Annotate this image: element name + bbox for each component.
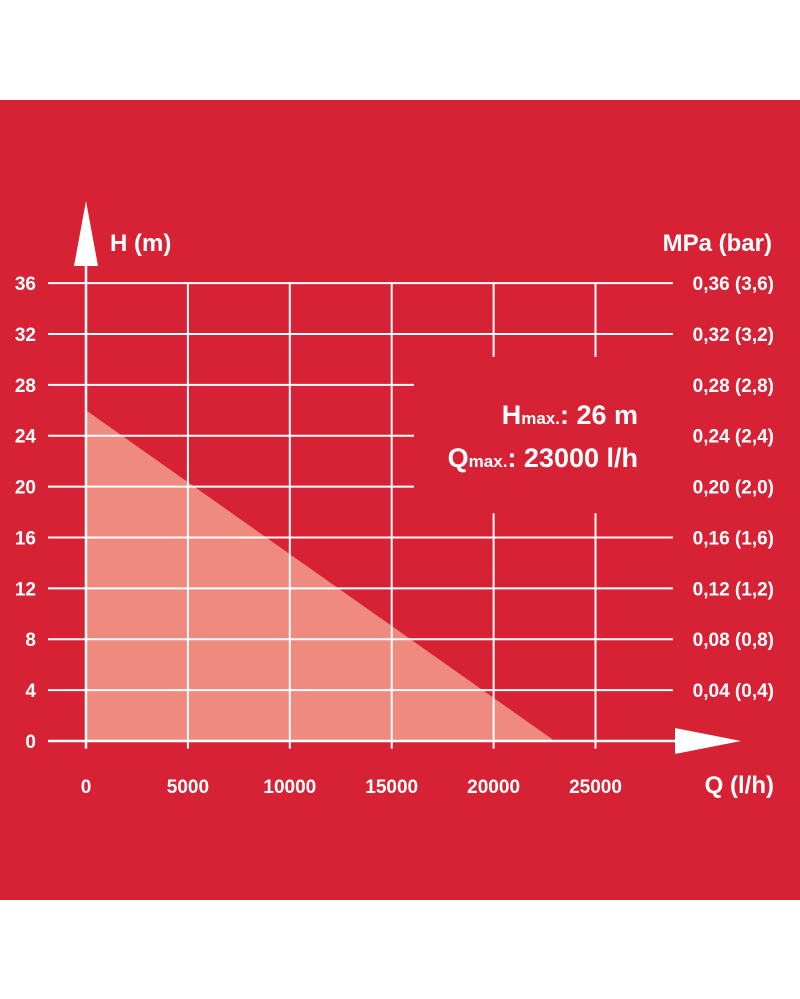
y2-tick-label-8: 0,08 (0,8) <box>693 630 774 651</box>
y2-tick-label-36: 0,36 (3,6) <box>693 274 774 295</box>
x-axis-arrow <box>675 728 741 754</box>
x-tick-label-15000: 15000 <box>365 777 418 798</box>
x-tick-label-0: 0 <box>81 777 92 798</box>
hmax-symbol: H <box>502 400 522 430</box>
hmax-subscript: max. <box>521 409 560 428</box>
y-axis-title: H (m) <box>110 230 171 257</box>
qmax-value: : 23000 l/h <box>507 443 638 473</box>
y-tick-label-36: 36 <box>15 274 36 295</box>
x-tick-label-20000: 20000 <box>467 777 520 798</box>
y-tick-label-8: 8 <box>25 630 36 651</box>
label-layer: 0 4 8 12 16 20 24 28 32 36 0,04 (0,4) 0,08 (0,8) 0,1… <box>15 274 774 798</box>
chart-panel: 0 4 8 12 16 20 24 28 32 36 0,04 (0,4) 0,08 (0,8) 0,1… <box>0 100 800 900</box>
performance-area-0 <box>86 410 555 741</box>
y2-tick-label-24: 0,24 (2,4) <box>693 427 774 448</box>
hmax-value: : 26 m <box>560 400 638 430</box>
y-tick-label-0: 0 <box>25 732 36 753</box>
y-tick-label-32: 32 <box>15 325 36 346</box>
qmax-subscript: max. <box>469 452 508 471</box>
y2-tick-label-4: 0,04 (0,4) <box>693 681 774 702</box>
x-tick-label-25000: 25000 <box>569 777 622 798</box>
axis-layer <box>48 201 741 754</box>
qmax-annotation: Qmax.: 23000 l/h <box>448 443 638 473</box>
y2-axis-title: MPa (bar) <box>663 230 772 257</box>
y2-tick-label-28: 0,28 (2,8) <box>693 376 774 397</box>
y2-tick-label-16: 0,16 (1,6) <box>693 528 774 549</box>
y-tick-label-28: 28 <box>15 376 36 397</box>
area-layer <box>86 410 555 741</box>
y2-tick-label-32: 0,32 (3,2) <box>693 325 774 346</box>
y-tick-label-20: 20 <box>15 478 36 499</box>
y-tick-label-4: 4 <box>25 681 36 702</box>
y-tick-label-12: 12 <box>15 579 36 600</box>
y-tick-label-16: 16 <box>15 528 36 549</box>
x-axis-title: Q (l/h) <box>705 772 774 799</box>
qmax-symbol: Q <box>448 443 469 473</box>
x-tick-label-5000: 5000 <box>167 777 209 798</box>
y2-tick-label-12: 0,12 (1,2) <box>693 579 774 600</box>
y-axis-arrow <box>74 201 98 266</box>
grid-layer <box>48 282 673 749</box>
pump-performance-chart: 0 4 8 12 16 20 24 28 32 36 0,04 (0,4) 0,08 (0,8) 0,1… <box>15 201 774 799</box>
x-tick-label-10000: 10000 <box>263 777 316 798</box>
y-tick-label-24: 24 <box>15 427 37 448</box>
y2-tick-label-20: 0,20 (2,0) <box>693 478 774 499</box>
hmax-annotation: Hmax.: 26 m <box>502 400 638 430</box>
